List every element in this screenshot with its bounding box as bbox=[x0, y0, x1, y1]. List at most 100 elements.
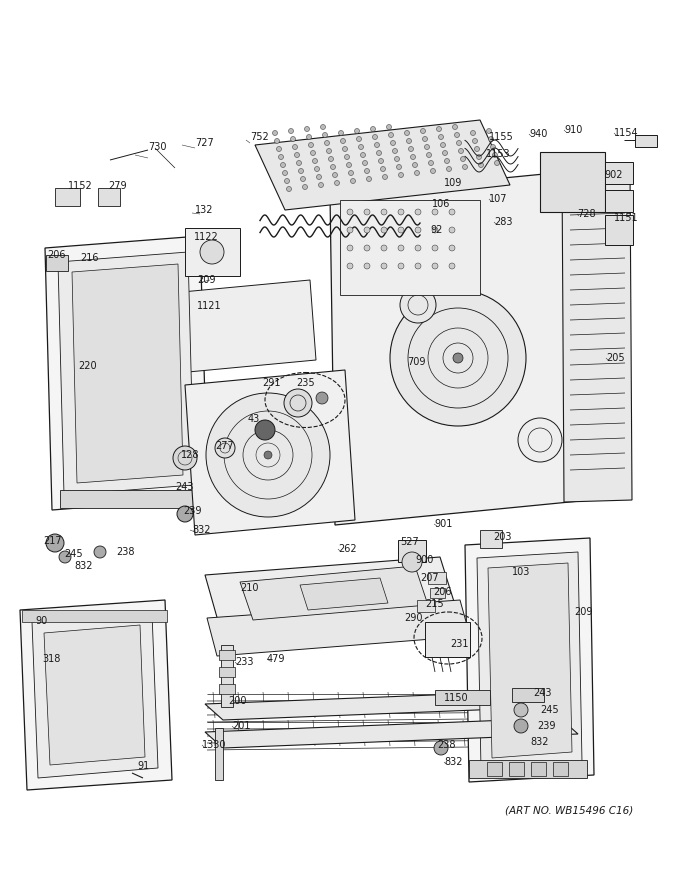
Text: 709: 709 bbox=[407, 357, 426, 367]
Bar bbox=[605, 190, 633, 212]
Polygon shape bbox=[205, 690, 578, 720]
Circle shape bbox=[462, 165, 468, 170]
Bar bbox=[430, 588, 445, 598]
Text: 291: 291 bbox=[262, 378, 280, 388]
Circle shape bbox=[454, 133, 460, 137]
Polygon shape bbox=[300, 578, 388, 610]
Text: 215: 215 bbox=[425, 599, 443, 609]
Circle shape bbox=[356, 136, 362, 142]
Polygon shape bbox=[45, 236, 208, 510]
Polygon shape bbox=[330, 170, 590, 525]
Circle shape bbox=[350, 179, 356, 184]
Text: 940: 940 bbox=[529, 129, 547, 139]
Text: 279: 279 bbox=[108, 181, 126, 191]
Circle shape bbox=[396, 165, 401, 170]
Circle shape bbox=[381, 166, 386, 172]
Circle shape bbox=[46, 534, 64, 552]
Circle shape bbox=[445, 158, 449, 164]
Text: 209: 209 bbox=[197, 275, 216, 285]
Circle shape bbox=[392, 149, 398, 153]
Bar bbox=[540, 152, 605, 212]
Circle shape bbox=[386, 124, 392, 129]
Polygon shape bbox=[255, 120, 510, 210]
Circle shape bbox=[381, 227, 387, 233]
Circle shape bbox=[177, 506, 193, 522]
Bar bbox=[509, 762, 524, 776]
Circle shape bbox=[275, 138, 279, 143]
Circle shape bbox=[518, 418, 562, 462]
Bar bbox=[219, 684, 235, 694]
Text: 91: 91 bbox=[137, 761, 149, 771]
Circle shape bbox=[364, 209, 370, 215]
Circle shape bbox=[494, 160, 500, 165]
Circle shape bbox=[449, 227, 455, 233]
Text: 832: 832 bbox=[192, 525, 211, 535]
Circle shape bbox=[449, 263, 455, 269]
Bar bbox=[635, 135, 657, 147]
Circle shape bbox=[490, 144, 496, 150]
Bar bbox=[480, 530, 502, 548]
Circle shape bbox=[360, 152, 366, 158]
Circle shape bbox=[409, 146, 413, 151]
Circle shape bbox=[339, 130, 343, 136]
Circle shape bbox=[405, 130, 409, 136]
Circle shape bbox=[305, 127, 309, 131]
Circle shape bbox=[514, 719, 528, 733]
Circle shape bbox=[280, 163, 286, 167]
Circle shape bbox=[452, 124, 458, 129]
Circle shape bbox=[364, 245, 370, 251]
Circle shape bbox=[318, 182, 324, 187]
Polygon shape bbox=[477, 552, 582, 769]
Bar bbox=[55, 188, 80, 206]
Circle shape bbox=[375, 143, 379, 148]
Polygon shape bbox=[465, 538, 594, 782]
Circle shape bbox=[449, 209, 455, 215]
Bar bbox=[340, 200, 480, 295]
Circle shape bbox=[390, 141, 396, 145]
Bar bbox=[215, 728, 223, 780]
Text: 201: 201 bbox=[232, 721, 250, 731]
Bar bbox=[219, 667, 235, 677]
Circle shape bbox=[415, 263, 421, 269]
Text: 217: 217 bbox=[43, 536, 62, 546]
Text: 900: 900 bbox=[415, 555, 433, 565]
Text: 832: 832 bbox=[530, 737, 549, 747]
Circle shape bbox=[373, 135, 377, 140]
Polygon shape bbox=[182, 280, 316, 372]
Text: 1152: 1152 bbox=[68, 181, 92, 191]
Circle shape bbox=[394, 157, 400, 162]
Text: 901: 901 bbox=[434, 519, 452, 529]
Text: 243: 243 bbox=[175, 482, 194, 492]
Circle shape bbox=[388, 133, 394, 137]
Bar bbox=[512, 688, 544, 702]
Bar bbox=[553, 762, 568, 776]
Polygon shape bbox=[20, 600, 172, 790]
Circle shape bbox=[475, 146, 479, 151]
Circle shape bbox=[437, 127, 441, 131]
Circle shape bbox=[377, 150, 381, 156]
Text: 107: 107 bbox=[489, 194, 507, 204]
Text: 243: 243 bbox=[533, 688, 551, 698]
Circle shape bbox=[415, 245, 421, 251]
Circle shape bbox=[488, 136, 494, 142]
Circle shape bbox=[364, 227, 370, 233]
Circle shape bbox=[514, 703, 528, 717]
Circle shape bbox=[328, 157, 333, 162]
Text: 231: 231 bbox=[450, 639, 469, 649]
Polygon shape bbox=[185, 370, 355, 535]
Circle shape bbox=[413, 163, 418, 167]
Circle shape bbox=[320, 124, 326, 129]
Text: 1154: 1154 bbox=[614, 128, 639, 138]
Circle shape bbox=[299, 168, 303, 173]
Bar bbox=[605, 215, 633, 245]
Bar bbox=[60, 490, 195, 508]
Circle shape bbox=[277, 146, 282, 151]
Text: 283: 283 bbox=[494, 217, 513, 227]
Bar bbox=[531, 762, 546, 776]
Circle shape bbox=[447, 166, 452, 172]
Text: 209: 209 bbox=[574, 607, 592, 617]
Text: 727: 727 bbox=[195, 138, 214, 148]
Circle shape bbox=[415, 209, 421, 215]
Text: 132: 132 bbox=[195, 205, 214, 215]
Text: 92: 92 bbox=[430, 225, 443, 235]
